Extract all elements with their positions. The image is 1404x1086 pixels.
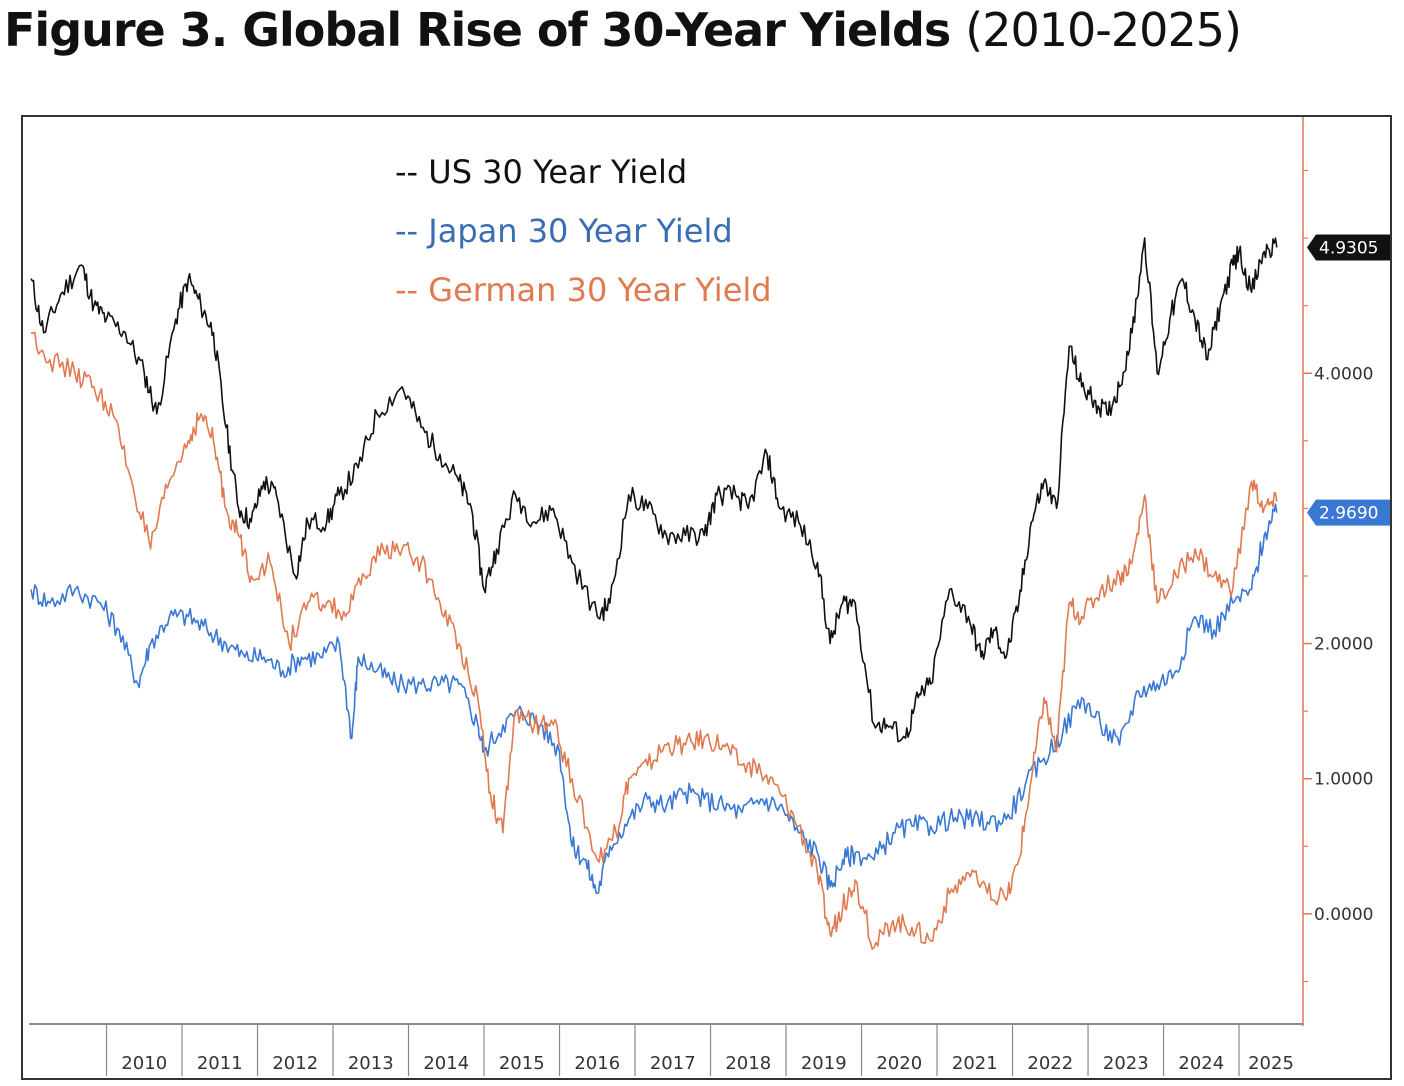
x-tick-label: 2023 bbox=[1103, 1053, 1149, 1074]
x-tick-label: 2014 bbox=[423, 1053, 469, 1074]
x-tick-label: 2024 bbox=[1178, 1053, 1224, 1074]
y-tick-label: 0.0000 bbox=[1314, 905, 1373, 925]
figure-title: Figure 3. Global Rise of 30-Year Yields … bbox=[4, 0, 1242, 60]
chart-frame: 0.0000 1.0000 2.0000 4.0000 2010 2011 2012 2013… bbox=[21, 115, 1392, 1080]
value-badge-label: 2.9690 bbox=[1319, 504, 1378, 524]
y-tick-label: 2.0000 bbox=[1314, 635, 1373, 655]
series-line bbox=[30, 503, 1278, 895]
legend-entry: -- German 30 Year Yield bbox=[395, 271, 772, 309]
figure-title-main: Figure 3. Global Rise of 30-Year Yields bbox=[4, 3, 951, 57]
legend-entry: -- US 30 Year Yield bbox=[395, 153, 687, 191]
series-line bbox=[30, 237, 1278, 743]
y-tick-label: 1.0000 bbox=[1314, 770, 1373, 790]
yield-chart: 0.0000 1.0000 2.0000 4.0000 2010 2011 2012 2013… bbox=[29, 117, 1390, 1076]
x-tick-label: 2012 bbox=[272, 1053, 318, 1074]
x-tick-label: 2018 bbox=[725, 1053, 771, 1074]
value-badge-label: 4.9305 bbox=[1319, 238, 1378, 258]
x-tick-label: 2013 bbox=[348, 1053, 394, 1074]
figure-title-sub: (2010-2025) bbox=[965, 3, 1242, 57]
x-tick-label: 2019 bbox=[801, 1053, 847, 1074]
x-tick-label: 2025 bbox=[1248, 1053, 1294, 1074]
value-badge bbox=[1307, 499, 1390, 526]
x-tick-label: 2021 bbox=[952, 1053, 998, 1074]
x-tick-label: 2017 bbox=[650, 1053, 696, 1074]
series-line bbox=[30, 331, 1278, 950]
legend-entry: -- Japan 30 Year Yield bbox=[395, 212, 733, 250]
x-tick-label: 2010 bbox=[121, 1053, 167, 1074]
x-tick-label: 2022 bbox=[1027, 1053, 1073, 1074]
x-tick-label: 2011 bbox=[197, 1053, 243, 1074]
value-badge bbox=[1307, 234, 1390, 261]
x-tick-label: 2016 bbox=[574, 1053, 620, 1074]
x-tick-label: 2015 bbox=[499, 1053, 545, 1074]
x-tick-label: 2020 bbox=[876, 1053, 922, 1074]
y-tick-label: 4.0000 bbox=[1314, 364, 1373, 384]
